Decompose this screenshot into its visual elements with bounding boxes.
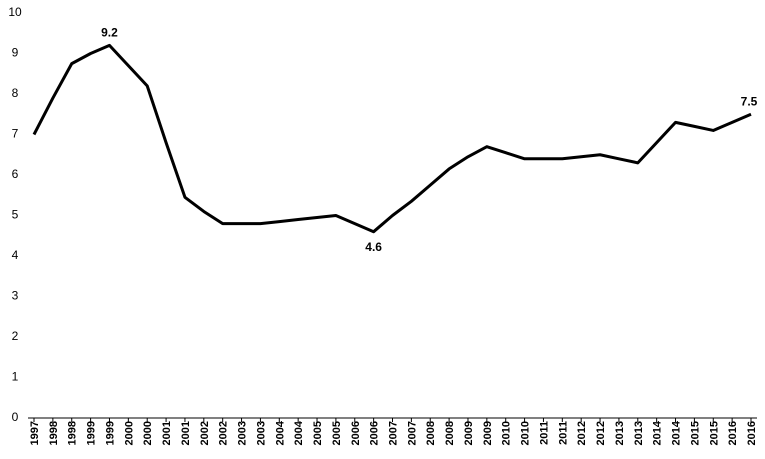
x-tick-label: 2003 <box>255 421 267 445</box>
x-tick-label: 2001 <box>161 421 173 445</box>
x-tick-label: 2004 <box>293 420 305 445</box>
y-tick-label: 3 <box>12 289 19 303</box>
y-tick-label: 1 <box>12 370 19 384</box>
x-tick-label: 2013 <box>633 421 645 445</box>
x-tick-label: 2011 <box>538 421 550 445</box>
y-tick-label: 0 <box>12 410 19 424</box>
x-tick-label: 2009 <box>482 421 494 445</box>
x-tick-label: 1998 <box>67 421 79 445</box>
x-tick-label: 2015 <box>689 421 701 445</box>
x-tick-label: 2008 <box>425 421 437 445</box>
x-tick-label: 2000 <box>123 421 135 445</box>
x-tick-label: 2016 <box>727 421 739 445</box>
x-tick-label: 2007 <box>406 421 418 445</box>
x-tick-label: 2016 <box>746 421 758 445</box>
x-tick-label: 1999 <box>86 421 98 445</box>
x-tick-label: 2014 <box>671 420 683 445</box>
y-tick-label: 10 <box>8 5 22 19</box>
y-tick-label: 6 <box>12 167 19 181</box>
value-label: 9.2 <box>101 26 118 40</box>
y-tick-label: 4 <box>12 248 19 262</box>
value-label: 7.5 <box>741 94 758 108</box>
x-tick-label: 2004 <box>274 420 286 445</box>
x-tick-label: 2010 <box>501 421 513 445</box>
y-tick-label: 7 <box>12 127 19 141</box>
y-tick-label: 5 <box>12 208 19 222</box>
x-tick-label: 2006 <box>369 421 381 445</box>
x-tick-label: 2005 <box>331 421 343 445</box>
x-tick-label: 2012 <box>595 421 607 445</box>
x-tick-label: 2007 <box>388 421 400 445</box>
x-tick-label: 2005 <box>312 421 324 445</box>
x-tick-label: 1998 <box>48 421 60 445</box>
x-tick-label: 2010 <box>520 421 532 445</box>
value-label: 4.6 <box>365 240 382 254</box>
line <box>32 43 752 234</box>
x-tick-label: 2002 <box>218 421 230 445</box>
x-tick-label: 2013 <box>614 421 626 445</box>
x-tick-label: 1997 <box>29 421 41 445</box>
x-tick-label: 2003 <box>237 421 249 445</box>
x-tick-label: 2001 <box>180 421 192 445</box>
x-tick-label: 2015 <box>708 421 720 445</box>
x-tick-label: 1999 <box>104 421 116 445</box>
x-tick-label: 2000 <box>142 421 154 445</box>
y-tick-label: 9 <box>12 46 19 60</box>
x-tick-label: 2014 <box>652 420 664 445</box>
x-tick-label: 2012 <box>576 421 588 445</box>
y-tick-label: 2 <box>12 329 19 343</box>
x-tick-label: 2008 <box>444 421 456 445</box>
x-tick-label: 2002 <box>199 421 211 445</box>
y-tick-label: 8 <box>12 86 19 100</box>
x-tick-label: 2011 <box>557 421 569 445</box>
x-tick-label: 2006 <box>350 421 362 445</box>
x-tick-label: 2009 <box>463 421 475 445</box>
